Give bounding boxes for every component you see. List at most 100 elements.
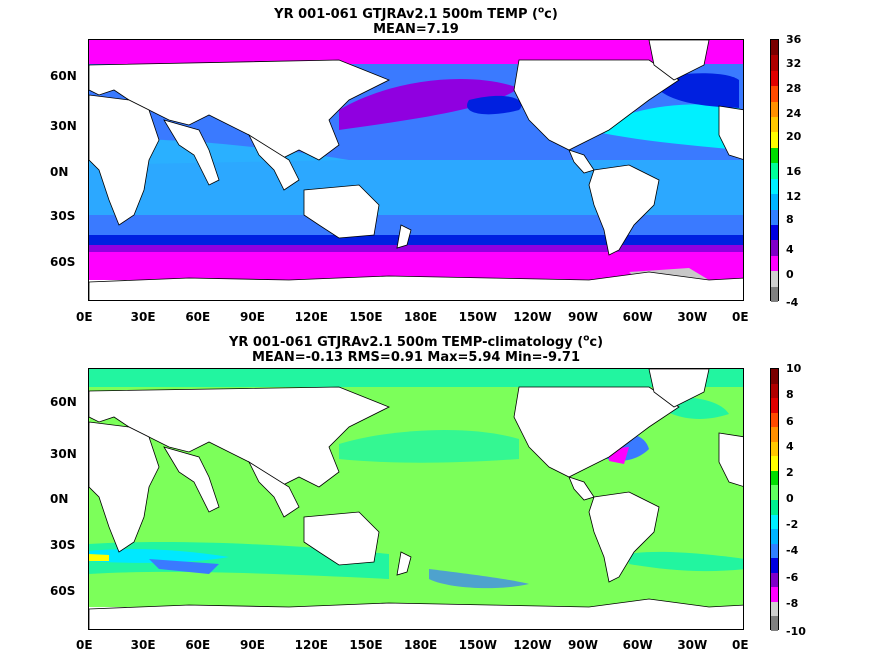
panel2-colorbar-segment bbox=[771, 543, 778, 559]
panel1-map bbox=[88, 39, 744, 301]
panel2-x-tick-label: 30W bbox=[677, 638, 708, 652]
panel2-x-tick-label: 180E bbox=[404, 638, 438, 652]
panel2-colorbar-tick-label: 2 bbox=[786, 466, 794, 479]
panel2-colorbar-segment bbox=[771, 412, 778, 428]
panel2-colorbar-tick-label: 4 bbox=[786, 440, 794, 453]
panel1-seasia bbox=[248, 133, 300, 191]
panel1-colorbar-segment bbox=[771, 271, 778, 288]
panel2-colorbar-segment bbox=[771, 500, 778, 516]
panel2-africa-east bbox=[718, 432, 743, 487]
panel1-title-line1: YR 001-061 GTJRAv2.1 500m TEMP (oc) bbox=[274, 6, 558, 23]
panel2-spac-blue bbox=[429, 569, 529, 589]
panel1-colorbar-segment bbox=[771, 178, 778, 195]
panel1-title-line2: MEAN=7.19 bbox=[373, 22, 459, 38]
panel2-colorbar-segment bbox=[771, 383, 778, 399]
panel1-greenland bbox=[648, 40, 710, 81]
panel1-colorbar-tick-label: 8 bbox=[786, 213, 794, 226]
panel2-central-america bbox=[568, 476, 595, 501]
panel1-npac-subpolar bbox=[339, 79, 519, 130]
panel2-colorbar-segment bbox=[771, 601, 778, 617]
panel1-antarctica-coast bbox=[89, 271, 743, 300]
panel2-x-tick-label: 120W bbox=[513, 638, 552, 652]
panel2-title: YR 001-061 GTJRAv2.1 500m TEMP-climatolo… bbox=[88, 332, 744, 365]
panel1-tropics-light bbox=[89, 160, 743, 215]
panel1-colorbar-tick-label: 20 bbox=[786, 130, 802, 143]
panel1-x-tick-label: 150W bbox=[458, 310, 497, 324]
panel1-colorbar-segment bbox=[771, 101, 778, 118]
panel1-colorbar-segment bbox=[771, 224, 778, 241]
panel1-npac-deep bbox=[467, 95, 522, 115]
panel2-south-yellow bbox=[89, 554, 109, 561]
panel2-colorbar-segment bbox=[771, 470, 778, 486]
panel1-colorbar-tick-label: -4 bbox=[786, 296, 799, 309]
panel2-x-tick-label: 150W bbox=[458, 638, 497, 652]
panel2-x-tick-label: 0E bbox=[732, 638, 749, 652]
panel1-x-tick-label: 60W bbox=[622, 310, 653, 324]
panel1-south-violet bbox=[89, 245, 743, 253]
panel1-x-tick-label: 30E bbox=[130, 310, 156, 324]
panel2-colorbar-segment bbox=[771, 587, 778, 603]
panel2-colorbar-tick-label: 0 bbox=[786, 492, 794, 505]
panel2-arabia-india bbox=[163, 446, 220, 513]
panel2-colorbar bbox=[770, 368, 779, 632]
panel2-south-blue bbox=[149, 559, 219, 574]
panel2-x-tick-label: 0E bbox=[76, 638, 93, 652]
panel1-africa bbox=[89, 94, 160, 226]
panel1-y-tick-label: 30N bbox=[50, 119, 77, 133]
panel1-colorbar-segment bbox=[771, 163, 778, 180]
panel2-y-tick-label: 60N bbox=[50, 395, 77, 409]
panel2-map bbox=[88, 368, 744, 630]
panel1-x-tick-label: 0E bbox=[732, 310, 749, 324]
panel1-colorbar-tick-label: 4 bbox=[786, 243, 794, 256]
panel1-colorbar-segment bbox=[771, 117, 778, 133]
panel2-south-america bbox=[588, 491, 660, 583]
panel1-arabia-india bbox=[163, 119, 220, 186]
panel1-continents bbox=[89, 40, 743, 300]
panel1-x-tick-label: 60E bbox=[185, 310, 211, 324]
panel2-south-cyan bbox=[89, 549, 229, 563]
panel1-colorbar-tick-label: 0 bbox=[786, 268, 794, 281]
panel2-colorbar-segment bbox=[771, 616, 778, 632]
panel2-map-svg bbox=[89, 369, 743, 629]
panel1-africa-east bbox=[718, 105, 743, 160]
panel2-colorbar-tick-label: -8 bbox=[786, 597, 799, 610]
panel1-south-america bbox=[588, 164, 660, 256]
panel1-x-tick-label: 180E bbox=[404, 310, 438, 324]
panel1-colorbar-segment bbox=[771, 70, 778, 87]
panel1-colorbar-tick-label: 16 bbox=[786, 165, 802, 178]
panel2-new-zealand bbox=[396, 551, 412, 576]
panel1-colorbar-segment bbox=[771, 86, 778, 103]
panel2-colorbar-tick-label: -4 bbox=[786, 544, 799, 557]
panel2-colorbar-segment bbox=[771, 398, 778, 414]
panel1-colorbar-segment bbox=[771, 40, 778, 56]
panel2-colorbar-tick-label: 6 bbox=[786, 415, 794, 428]
panel1-colorbar-segment bbox=[771, 55, 778, 72]
panel1-colorbar bbox=[770, 39, 779, 303]
panel1-y-tick-label: 30S bbox=[50, 209, 76, 223]
panel1-x-tick-label: 120E bbox=[294, 310, 328, 324]
panel1-x-tick-label: 90E bbox=[240, 310, 265, 324]
panel2-continents bbox=[89, 369, 743, 629]
panel2-satl-aqua bbox=[629, 551, 743, 572]
panel2-x-tick-label: 60E bbox=[185, 638, 211, 652]
panel2-title-line1: YR 001-061 GTJRAv2.1 500m TEMP-climatolo… bbox=[228, 334, 604, 351]
panel2-colorbar-tick-label: -10 bbox=[786, 625, 806, 638]
panel1-y-tick-label: 0N bbox=[50, 165, 69, 179]
panel1-colorbar-tick-label: 28 bbox=[786, 82, 802, 95]
panel2-colorbar-tick-label: 10 bbox=[786, 362, 802, 375]
panel1-x-tick-label: 150E bbox=[349, 310, 383, 324]
panel1-south-deep bbox=[89, 235, 743, 247]
panel1-title: YR 001-061 GTJRAv2.1 500m TEMP (oc) MEAN… bbox=[88, 4, 744, 37]
panel2-x-tick-label: 30E bbox=[130, 638, 156, 652]
panel1-colorbar-segment bbox=[771, 194, 778, 211]
panel1-australia bbox=[303, 184, 380, 239]
panel2-colorbar-segment bbox=[771, 441, 778, 457]
panel1-central-america bbox=[568, 149, 595, 174]
panel2-x-tick-label: 120E bbox=[294, 638, 328, 652]
panel1-colorbar-tick-label: 12 bbox=[786, 190, 802, 203]
panel2-seasia bbox=[248, 460, 300, 518]
panel1-colorbar-tick-label: 36 bbox=[786, 33, 802, 46]
panel2-colorbar-tick-label: 8 bbox=[786, 388, 794, 401]
panel2-colorbar-segment bbox=[771, 369, 778, 385]
panel1-x-tick-label: 120W bbox=[513, 310, 552, 324]
